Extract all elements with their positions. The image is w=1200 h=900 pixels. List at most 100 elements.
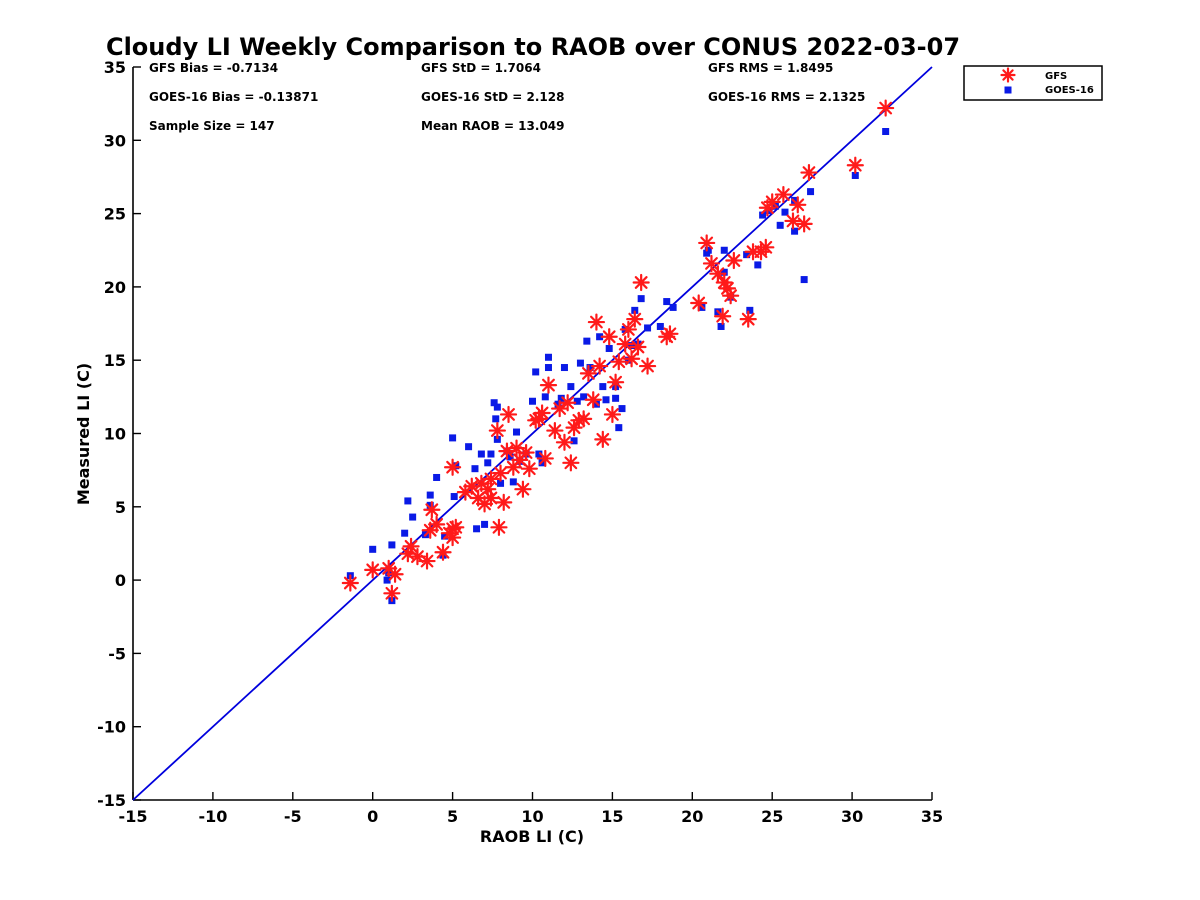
goes-16-point xyxy=(570,437,578,445)
gfs-point xyxy=(622,350,641,368)
goes-16-point xyxy=(383,576,391,584)
goes-16-point xyxy=(532,368,540,376)
y-axis-label: Measured LI (C) xyxy=(74,363,93,505)
goes-16-point xyxy=(720,268,728,276)
y-tick-label: 20 xyxy=(104,278,126,297)
gfs-point xyxy=(402,537,420,555)
goes-16-point xyxy=(426,501,434,509)
goes-16-point xyxy=(544,364,552,372)
gfs-point xyxy=(488,421,506,440)
chart-title: Cloudy LI Weekly Comparison to RAOB over… xyxy=(106,33,960,61)
gfs-point xyxy=(447,518,465,536)
gfs-point xyxy=(555,433,574,451)
gfs-point xyxy=(536,449,554,468)
y-tick-label: 0 xyxy=(115,571,126,590)
goes-16-point xyxy=(580,393,588,401)
goes-16-point xyxy=(586,364,594,372)
y-tick-label: -10 xyxy=(97,718,126,737)
legend-gfs-asterisk-icon xyxy=(1000,67,1016,83)
goes-16-point xyxy=(541,393,549,401)
gfs-point xyxy=(482,489,500,507)
goes-16-point xyxy=(529,397,536,405)
goes-16-point xyxy=(800,276,808,284)
goes-16-point xyxy=(781,208,789,216)
goes-16-point xyxy=(663,298,671,306)
goes-16-point xyxy=(484,459,492,467)
y-tick-label: 35 xyxy=(104,58,126,77)
goes-16-point xyxy=(776,221,784,229)
goes-16-point xyxy=(717,322,725,330)
goes-16-point xyxy=(759,211,767,219)
gfs-point xyxy=(584,391,602,409)
x-tick-label: 10 xyxy=(521,807,543,826)
goes-16-point xyxy=(426,491,434,499)
goes-16-point xyxy=(602,396,610,404)
goes-16-point xyxy=(704,246,712,254)
stat-mean-raob: Mean RAOB = 13.049 xyxy=(421,119,565,133)
gfs-point xyxy=(725,251,743,270)
gfs-point xyxy=(579,364,598,382)
y-tick-label: 30 xyxy=(104,131,126,150)
stat-goes-bias: GOES-16 Bias = -0.13871 xyxy=(149,90,318,104)
gfs-point xyxy=(739,310,757,328)
goes-16-point xyxy=(506,453,514,461)
goes-16-point xyxy=(473,525,481,533)
gfs-point xyxy=(504,458,522,476)
goes-16-point xyxy=(560,364,568,372)
goes-16-point xyxy=(449,434,457,442)
goes-16-point xyxy=(557,394,565,402)
legend-box xyxy=(963,65,1103,101)
goes-16-point xyxy=(615,424,623,432)
x-tick-label: -15 xyxy=(119,807,148,826)
stat-sample-size: Sample Size = 147 xyxy=(149,119,275,133)
legend-marker-gfs xyxy=(1000,67,1016,83)
x-tick-label: -10 xyxy=(198,807,227,826)
gfs-point xyxy=(626,310,644,328)
legend: GFS GOES-16 xyxy=(963,65,1103,101)
x-tick-label: 30 xyxy=(841,807,863,826)
legend-label-goes-16: GOES-16 xyxy=(1045,85,1094,96)
x-tick-label: 25 xyxy=(761,807,783,826)
gfs-point xyxy=(709,265,727,283)
gfs-point xyxy=(499,405,518,424)
stat-goes-std: GOES-16 StD = 2.128 xyxy=(421,90,564,104)
statistics-panel: GFS Bias = -0.7134 GFS StD = 1.7064 GFS … xyxy=(149,61,865,133)
x-tick-label: 35 xyxy=(921,807,943,826)
gfs-point xyxy=(610,353,628,371)
y-tick-label: 10 xyxy=(104,425,126,444)
gfs-point xyxy=(575,410,593,428)
goes-16-point xyxy=(576,359,584,367)
goes-16-point xyxy=(493,435,501,443)
gfs-point xyxy=(606,373,625,391)
goes-16-point xyxy=(618,405,626,413)
goes-16-point xyxy=(583,337,591,345)
plot-area: -15 -10 -5 0 5 10 15 20 25 30 35 -15 -10 -5 0 5 10 15 20 25… xyxy=(97,58,943,826)
goes-16-point xyxy=(490,399,498,407)
gfs-point xyxy=(800,163,818,182)
gfs-point xyxy=(428,515,446,533)
gfs-point xyxy=(789,196,807,214)
gfs-point xyxy=(444,458,462,476)
gfs-point xyxy=(533,404,551,422)
gfs-point xyxy=(434,543,452,561)
y-tick-label: 5 xyxy=(115,498,126,517)
gfs-point xyxy=(491,464,510,482)
gfs-point xyxy=(546,421,564,440)
goes-16-point xyxy=(401,529,409,537)
gfs-point xyxy=(638,357,657,375)
gfs-point xyxy=(514,480,532,498)
stat-gfs-bias: GFS Bias = -0.7134 xyxy=(149,61,278,75)
goes-16-point xyxy=(882,128,890,136)
gfs-point xyxy=(877,99,895,117)
goes-16-point xyxy=(624,356,632,364)
gfs-point xyxy=(795,215,813,233)
goes-16-point xyxy=(628,342,636,350)
goes-16-point xyxy=(637,295,645,303)
gfs-point xyxy=(661,325,679,343)
gfs-point xyxy=(763,193,781,211)
gfs-point xyxy=(562,454,580,472)
gfs-point xyxy=(714,307,732,325)
legend-label-gfs: GFS xyxy=(1045,71,1067,82)
gfs-point xyxy=(498,442,516,460)
